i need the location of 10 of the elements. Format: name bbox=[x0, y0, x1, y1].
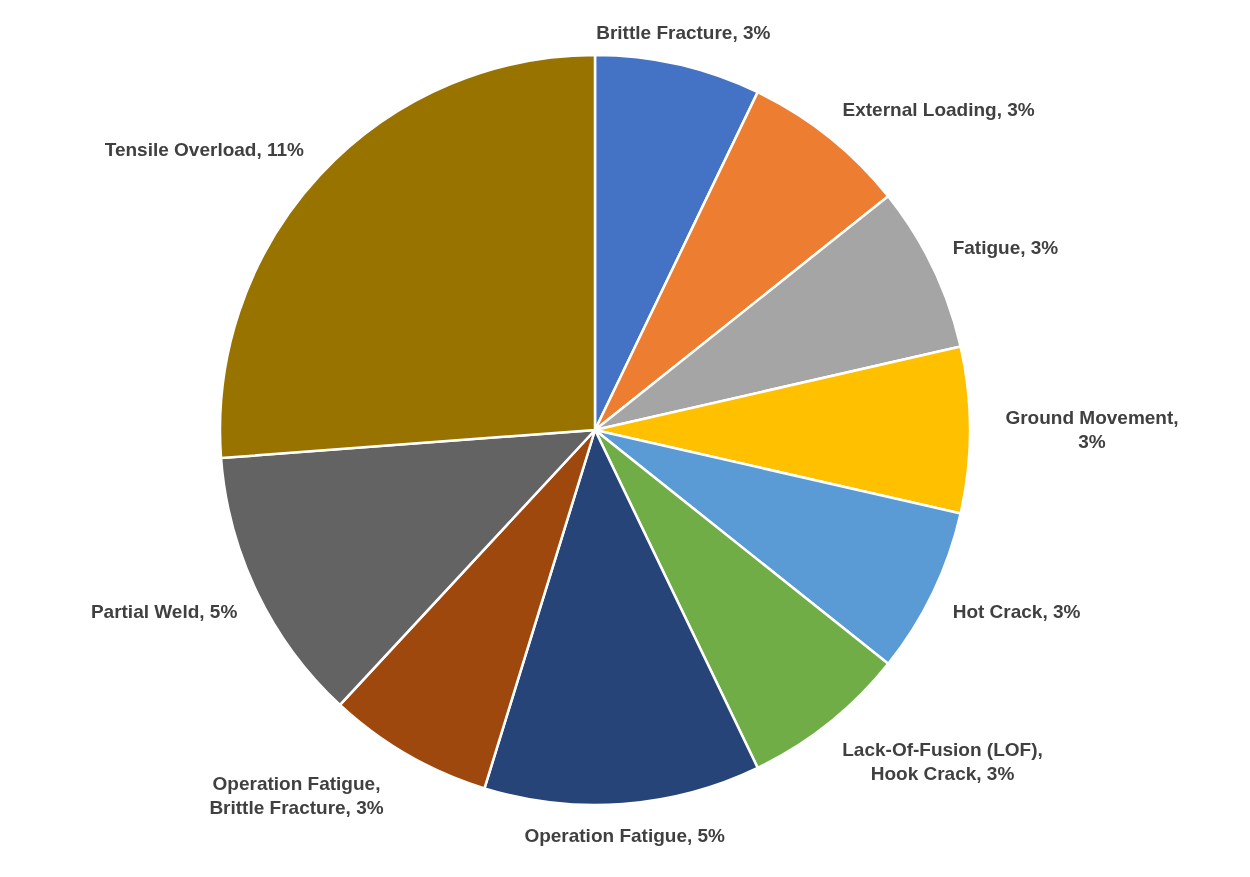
slice-label: Hot Crack, 3% bbox=[952, 601, 1081, 623]
slice-label: Operation Fatigue, Brittle Fracture, 3% bbox=[209, 772, 384, 818]
slice-label: Partial Weld, 5% bbox=[90, 601, 238, 623]
slice-label: Operation Fatigue, 5% bbox=[524, 824, 726, 846]
slice-label: External Loading, 3% bbox=[842, 98, 1035, 120]
slice-label: Brittle Fracture, 3% bbox=[596, 21, 771, 43]
slice-label: Ground Movement, 3% bbox=[1005, 407, 1179, 452]
slice-label: Tensile Overload, 11% bbox=[104, 138, 305, 160]
slice-label: Fatigue, 3% bbox=[952, 236, 1059, 258]
slice-label: Lack-Of-Fusion (LOF), Hook Crack, 3% bbox=[842, 739, 1043, 785]
